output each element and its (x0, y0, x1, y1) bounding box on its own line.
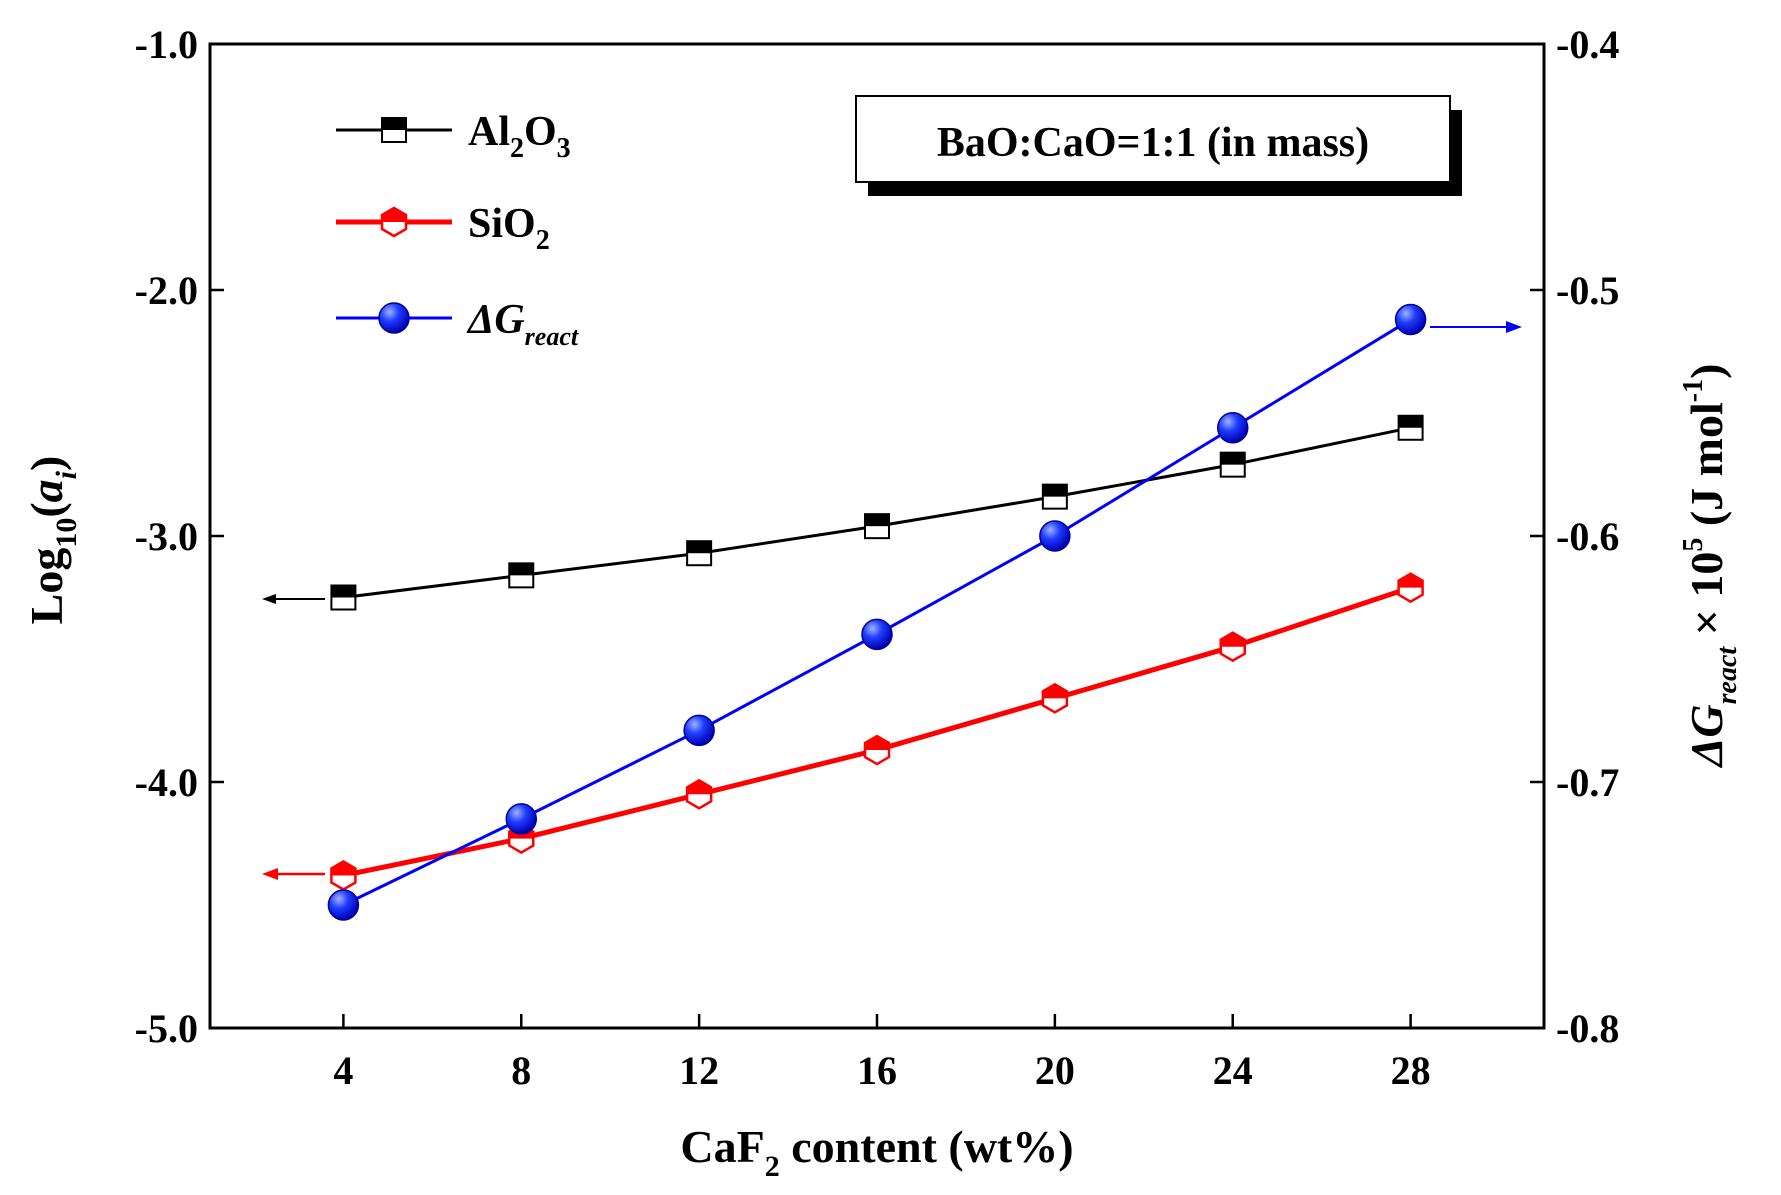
data-point-dgreact (1216, 412, 1249, 444)
x-axis-title: CaF2 content (wt%) (680, 1121, 1073, 1183)
y-right-tick-label: -0.4 (1556, 22, 1619, 67)
y-axis-left-title: Log10(ai) (21, 456, 83, 625)
y-left-tick-label: -1.0 (135, 22, 198, 67)
x-tick-label: 20 (1035, 1048, 1075, 1093)
data-point-dgreact (861, 618, 893, 651)
data-point-sio2 (685, 778, 713, 810)
data-point-dgreact (1039, 520, 1071, 552)
series-line-dgreact (342, 318, 1412, 907)
annotation-box: BaO:CaO=1:1 (in mass) (855, 95, 1462, 196)
legend-item-al2o3: Al2O3 (336, 109, 571, 164)
legend-marker-al2o3 (381, 117, 407, 143)
y-left-tick-label: -4.0 (135, 760, 198, 805)
x-tick-label: 28 (1391, 1048, 1431, 1093)
x-tick-label: 24 (1213, 1048, 1253, 1093)
y-right-tick-label: -0.6 (1556, 514, 1619, 559)
arrow-al2o3-left-axis (262, 594, 325, 604)
series-line-al2o3 (343, 426, 1411, 599)
data-point-al2o3 (330, 584, 357, 611)
legend-item-dgreact: ΔGreact (336, 297, 579, 351)
data-point-al2o3 (1397, 414, 1424, 441)
y-left-tick-label: -3.0 (135, 514, 198, 559)
x-tick-label: 12 (679, 1048, 719, 1093)
data-point-sio2 (863, 734, 891, 766)
arrow-dgreact-right-axis (1430, 321, 1522, 333)
data-point-al2o3 (864, 513, 890, 540)
data-point-al2o3 (1219, 451, 1246, 478)
legend-marker-sio2 (380, 206, 408, 238)
data-point-sio2 (1397, 572, 1424, 604)
y-right-tick-label: -0.5 (1556, 268, 1619, 313)
data-point-sio2 (1219, 631, 1246, 663)
data-point-dgreact (505, 803, 538, 835)
y-right-tick-label: -0.8 (1556, 1006, 1619, 1051)
x-tick-label: 4 (333, 1048, 353, 1093)
series-al2o3 (330, 414, 1424, 611)
legend-label-dgreact: ΔGreact (466, 297, 579, 351)
y-left-tick-label: -5.0 (135, 1006, 198, 1051)
series-dgreact (327, 303, 1427, 921)
y-right-tick-label: -0.7 (1556, 760, 1619, 805)
x-tick-label: 8 (511, 1048, 531, 1093)
data-point-al2o3 (508, 562, 535, 589)
legend-marker-dgreact (378, 302, 410, 334)
data-point-al2o3 (686, 540, 713, 567)
data-point-sio2 (1041, 682, 1069, 714)
tick-layer: 4 8 12 16 20 24 28 -1.0 -2.0 -3.0 -4.0 -5.0 -0.4 -0.5… (135, 22, 1620, 1093)
y-left-tick-label: -2.0 (135, 268, 198, 313)
data-point-dgreact (683, 714, 715, 747)
data-point-sio2 (330, 860, 357, 891)
legend-label-sio2: SiO2 (468, 201, 550, 256)
legend-item-sio2: SiO2 (336, 201, 550, 256)
data-point-al2o3 (1041, 483, 1068, 510)
data-point-dgreact (327, 889, 360, 921)
annotation-text: BaO:CaO=1:1 (in mass) (937, 120, 1369, 166)
arrow-sio2-left-axis (262, 868, 325, 880)
y-axis-right-title: ΔGreact × 105 (J mol-1) (1678, 364, 1743, 769)
x-tick-label: 16 (857, 1048, 897, 1093)
legend: Al2O3 SiO2 ΔGreact (336, 109, 579, 351)
data-point-dgreact (1394, 303, 1427, 336)
series-layer (327, 303, 1427, 921)
legend-label-al2o3: Al2O3 (468, 109, 571, 164)
